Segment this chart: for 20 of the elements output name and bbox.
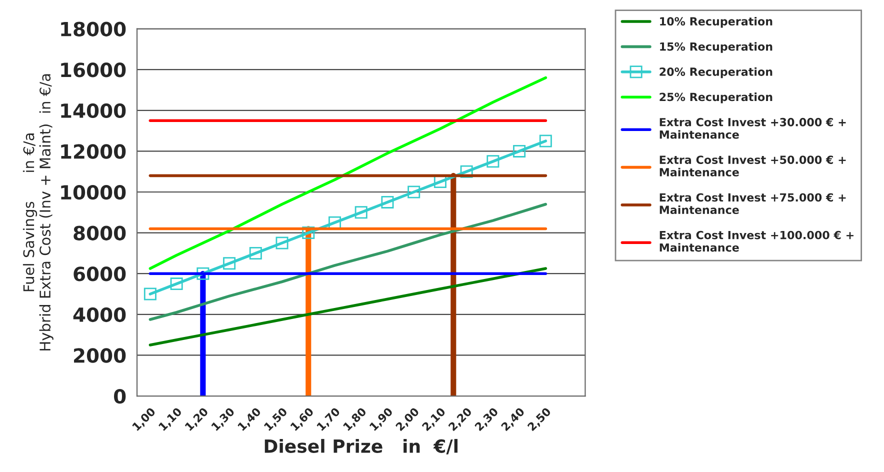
y-tick-label: 2000 xyxy=(74,348,126,363)
y-tick-label: 10000 xyxy=(61,184,126,200)
y-axis-title: Fuel Savings in €/a Hybrid Extra Cost (Inv + Maint) in €/a xyxy=(22,74,54,350)
y-tick-label: 4000 xyxy=(73,307,126,322)
legend-label: 15% Recuperation xyxy=(660,42,772,53)
legend-label: 10% Recuperation xyxy=(660,16,772,28)
y-tick-label: 0 xyxy=(114,388,126,404)
legend-label: Extra Cost Invest +30.000 € + Maintenance xyxy=(660,118,846,139)
y-tick-label: 12000 xyxy=(61,144,126,159)
legend-label: 20% Recuperation xyxy=(660,67,772,78)
legend-label: Extra Cost Invest +50.000 € + Maintenance xyxy=(660,156,846,176)
legend-label: 25% Recuperation xyxy=(660,92,772,104)
x-axis-title: Diesel Prize in €/l xyxy=(264,438,458,454)
y-tick-label: 14000 xyxy=(61,103,126,118)
y-tick-label: 18000 xyxy=(61,22,126,36)
legend-label: Extra Cost Invest +100.000 € + Maintenance xyxy=(660,230,854,252)
y-tick-label: 16000 xyxy=(61,62,126,78)
y-tick-label: 8000 xyxy=(74,226,126,240)
legend-label: Extra Cost Invest +75.000 € + Maintenance xyxy=(660,193,846,214)
y-tick-label: 6000 xyxy=(74,266,126,282)
